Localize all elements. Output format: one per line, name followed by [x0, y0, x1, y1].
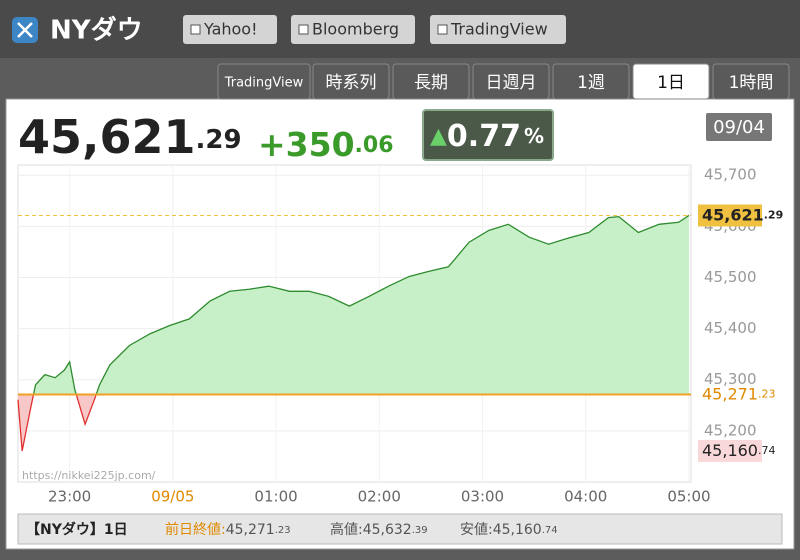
pct-unit: %: [524, 124, 544, 148]
change-int: +350: [258, 125, 355, 164]
price: 45,621.29: [18, 110, 242, 164]
x-tick-label: 05:00: [667, 488, 710, 506]
x-tick-label: 01:00: [254, 488, 297, 506]
y-tick-label: 45,200: [704, 421, 757, 439]
tab-label: 1時間: [729, 73, 774, 93]
footer-int: 45,271: [226, 522, 275, 538]
footer-label: 前日終値:: [165, 521, 226, 538]
tab[interactable]: [392, 63, 470, 100]
y-tick-label: 45,400: [704, 319, 757, 337]
tab-label: TradingView: [224, 76, 304, 91]
pct-badge: [422, 109, 554, 161]
tab[interactable]: [217, 63, 311, 100]
tab-label: 時系列: [326, 73, 377, 93]
footer-bar: [17, 513, 783, 545]
marker-label: 45,271.23: [702, 384, 775, 403]
footer-item: 高値:45,632.39: [330, 521, 428, 538]
y-tick-label: 45,300: [704, 370, 757, 388]
x-tick-label: 03:00: [461, 488, 504, 506]
link-button[interactable]: [430, 15, 566, 44]
footer-int: 45,632: [363, 522, 412, 538]
marker-label: 45,160.74: [702, 440, 775, 459]
header-title: NYダウ: [50, 15, 143, 46]
link-icon: [437, 24, 448, 35]
tab[interactable]: [472, 63, 550, 100]
footer-label: 安値:: [460, 522, 493, 538]
footer-dec: .39: [412, 525, 428, 536]
tab[interactable]: [712, 63, 790, 100]
y-tick-label: 45,500: [704, 268, 757, 286]
marker-dec: .23: [758, 387, 776, 400]
change-dec: .06: [355, 133, 394, 158]
footer-item: 安値:45,160.74: [460, 522, 558, 538]
marker-int: 45,621: [702, 205, 764, 224]
footer-name: 【NYダウ】1日: [26, 521, 128, 538]
x-tick-label: 09/05: [151, 488, 194, 506]
tab[interactable]: [632, 63, 710, 100]
marker-int: 45,271: [702, 384, 758, 403]
marker-int: 45,160: [702, 440, 758, 459]
price-int: 45,621: [18, 110, 196, 164]
footer-dec: .23: [275, 525, 291, 536]
marker-dec: .74: [758, 444, 776, 457]
date-box: [706, 113, 772, 141]
marker-dec: .29: [764, 208, 784, 221]
line: [17, 214, 690, 452]
link-icon: [190, 24, 201, 35]
link-button[interactable]: [291, 15, 415, 44]
link-label: Yahoo!: [203, 20, 258, 39]
tab-label: 長期: [414, 73, 448, 93]
link-button[interactable]: [183, 15, 277, 44]
watermark: https://nikkei225jp.com/: [22, 469, 156, 482]
tab-label: 日週月: [486, 73, 537, 93]
x-tick-label: 02:00: [358, 488, 401, 506]
footer-int: 45,160: [493, 522, 542, 538]
pct: ▲0.77%: [430, 119, 544, 154]
date: 09/04: [713, 117, 765, 138]
pct-value: 0.77: [447, 119, 521, 154]
pct-arrow: ▲: [430, 124, 447, 149]
link-icon: [298, 24, 309, 35]
footer-label: 高値:: [330, 521, 363, 538]
marker-badge: [698, 204, 762, 227]
link-label: TradingView: [450, 20, 548, 39]
area: [18, 215, 689, 451]
x-icon-glyph: [17, 22, 33, 38]
marker-badge: [698, 439, 762, 462]
x-tick-label: 23:00: [48, 488, 91, 506]
marker-label: 45,621.29: [702, 205, 783, 224]
price-dec: .29: [196, 125, 242, 155]
footer-item: 前日終値:45,271.23: [165, 521, 291, 538]
y-tick-label: 45,700: [704, 166, 757, 184]
x-tick-label: 04:00: [564, 488, 607, 506]
tab-label: 1日: [657, 73, 685, 93]
footer-dec: .74: [542, 525, 558, 536]
tab[interactable]: [312, 63, 390, 100]
tab[interactable]: [552, 63, 630, 100]
link-label: Bloomberg: [312, 20, 399, 39]
tab-label: 1週: [577, 73, 605, 93]
change: +350.06: [258, 125, 394, 164]
